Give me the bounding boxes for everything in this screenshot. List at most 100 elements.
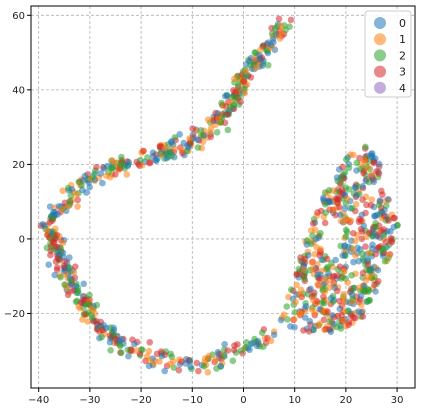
scatter-point — [345, 164, 353, 172]
scatter-point — [102, 324, 110, 332]
scatter-point — [368, 196, 376, 203]
legend: 0 1 2 3 4 — [364, 10, 412, 98]
scatter-point — [146, 338, 154, 346]
scatter-point — [76, 304, 84, 312]
scatter-point — [50, 208, 57, 216]
scatter-point — [361, 157, 369, 164]
scatter-point — [369, 241, 376, 249]
scatter-point — [380, 232, 388, 239]
scatter-point — [52, 258, 60, 265]
scatter-point — [384, 195, 392, 203]
scatter-point — [366, 268, 374, 275]
scatter-point — [93, 163, 100, 171]
scatter-point — [321, 275, 329, 283]
scatter-point — [74, 196, 82, 204]
scatter-point — [103, 172, 110, 179]
scatter-point — [232, 88, 239, 96]
scatter-point — [321, 201, 329, 208]
scatter-point — [330, 206, 337, 213]
scatter-point — [267, 337, 275, 345]
scatter-point — [65, 202, 72, 210]
scatter-point — [237, 347, 245, 354]
scatter-point — [350, 230, 357, 237]
scatter-point — [72, 298, 80, 306]
scatter-point — [242, 67, 250, 75]
scatter-point — [230, 346, 238, 354]
scatter-point — [280, 311, 288, 319]
scatter-point — [247, 74, 255, 81]
scatter-point — [195, 367, 202, 375]
scatter-point — [353, 159, 361, 167]
scatter-point — [58, 205, 66, 213]
scatter-point — [110, 326, 118, 334]
scatter-point — [106, 332, 114, 339]
scatter-point — [331, 284, 338, 291]
scatter-point — [71, 263, 79, 270]
scatter-point — [108, 157, 116, 164]
plot-frame — [30, 5, 416, 389]
scatter-point — [80, 280, 88, 288]
scatter-point — [70, 269, 78, 276]
points-layer — [37, 15, 401, 376]
scatter-point — [327, 294, 335, 302]
scatter-point — [372, 250, 380, 258]
legend-marker — [374, 17, 386, 29]
scatter-point — [229, 357, 237, 365]
scatter-point — [145, 362, 153, 370]
scatter-point — [133, 347, 140, 354]
scatter-point — [271, 24, 279, 32]
scatter-point — [256, 52, 263, 59]
scatter-point — [86, 291, 93, 299]
y-tick-label: 40 — [12, 85, 25, 96]
scatter-point — [340, 290, 347, 298]
scatter-point — [60, 262, 68, 270]
scatter-point — [73, 191, 80, 198]
scatter-point — [197, 127, 205, 134]
scatter-point — [370, 178, 378, 186]
scatter-point — [368, 153, 376, 161]
scatter-point — [343, 195, 351, 202]
scatter-point — [333, 174, 341, 181]
scatter-point — [231, 75, 238, 83]
scatter-point — [189, 125, 196, 132]
scatter-point — [345, 321, 352, 329]
scatter-point — [98, 333, 105, 341]
scatter-point — [149, 149, 157, 156]
scatter-point — [355, 284, 363, 292]
scatter-point — [380, 212, 388, 220]
scatter-point — [362, 143, 369, 151]
scatter-point — [348, 291, 356, 298]
scatter-point — [118, 153, 125, 161]
scatter-point — [61, 281, 68, 288]
scatter-point — [217, 362, 225, 370]
scatter-point — [362, 243, 369, 250]
scatter-point — [387, 234, 395, 242]
scatter-point — [68, 186, 76, 193]
scatter-point — [212, 356, 219, 364]
scatter-point — [66, 197, 74, 205]
legend-label: 0 — [399, 17, 406, 30]
scatter-point — [221, 340, 228, 348]
scatter-point — [364, 298, 371, 305]
legend-label: 3 — [399, 66, 406, 79]
scatter-point — [267, 41, 275, 49]
y-tick-label: 0 — [19, 234, 25, 245]
scatter-point — [334, 312, 342, 320]
scatter-point — [153, 350, 161, 358]
x-tick-label: −40 — [28, 395, 49, 406]
scatter-point — [358, 301, 365, 309]
scatter-point — [194, 144, 202, 151]
legend-label: 4 — [399, 82, 406, 95]
scatter-point — [290, 315, 298, 323]
legend-marker — [374, 81, 386, 94]
scatter-point — [314, 209, 321, 216]
scatter-point — [308, 259, 316, 266]
scatter-point — [378, 187, 385, 195]
scatter-point — [269, 36, 277, 43]
scatter-point — [321, 288, 328, 296]
scatter-point — [215, 115, 222, 122]
scatter-point — [358, 228, 366, 235]
scatter-point — [339, 163, 346, 171]
scatter-point — [200, 363, 208, 370]
